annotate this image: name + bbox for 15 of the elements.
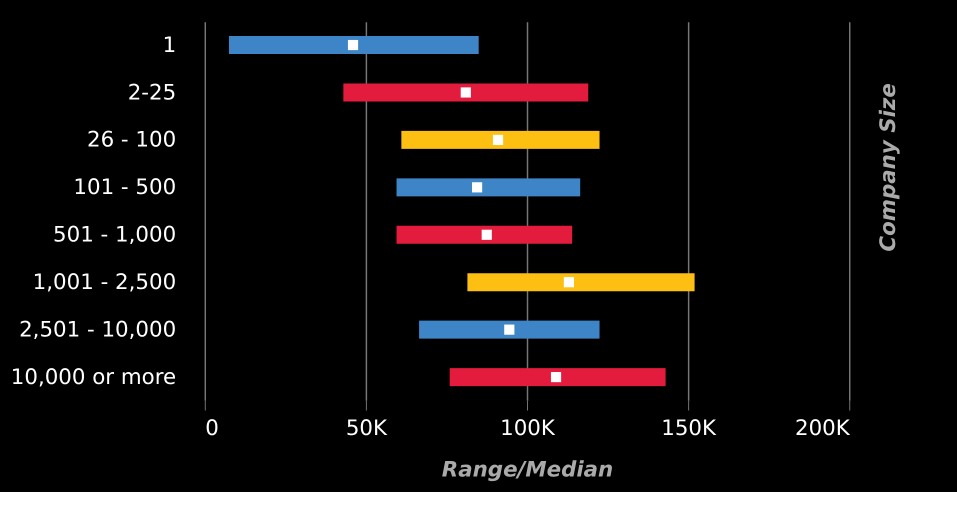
x-tick-label: 50K: [346, 416, 388, 441]
x-axis-title: Range/Median: [442, 458, 614, 483]
x-tick-label: 150K: [661, 416, 717, 441]
x-tick-label: 100K: [500, 416, 556, 441]
y-tick-label: 1: [162, 32, 176, 58]
x-tick-label: 200K: [795, 416, 851, 441]
y-tick-label: 2,501 - 10,000: [19, 317, 176, 342]
y-axis-title: Company Size: [876, 83, 901, 252]
y-tick-label: 2-25: [128, 80, 176, 106]
y-tick-label: 26 - 100: [86, 128, 176, 153]
y-tick-label: 101 - 500: [73, 175, 176, 200]
y-tick-label: 10,000 or more: [10, 364, 176, 390]
y-tick-label: 1,001 - 2,500: [32, 270, 176, 296]
x-tick-label: 0: [205, 416, 219, 441]
y-tick-label: 501 - 1,000: [53, 222, 176, 248]
